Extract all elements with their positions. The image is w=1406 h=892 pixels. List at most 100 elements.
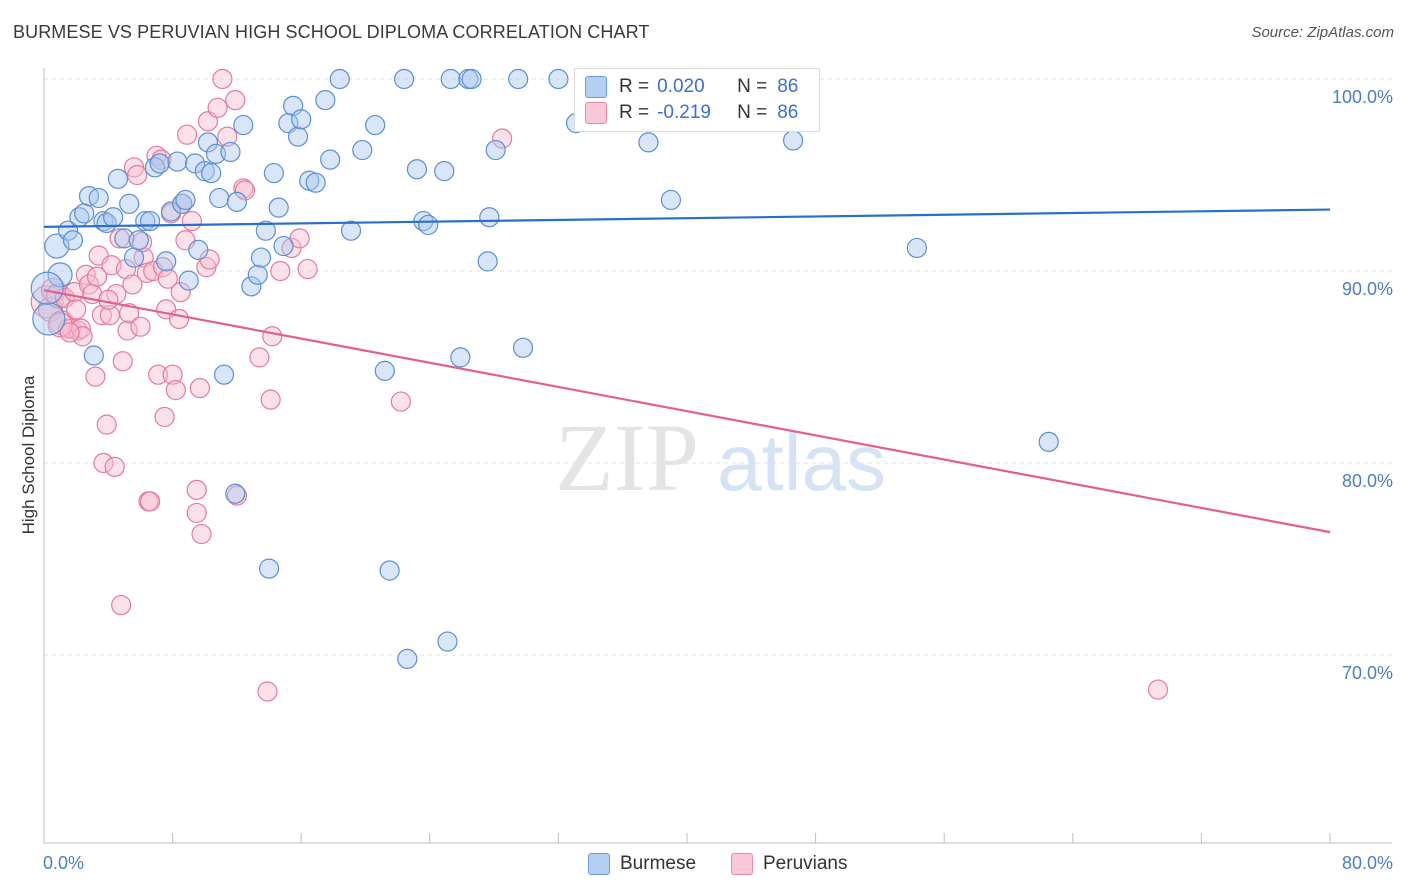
burmese-point: [30, 271, 64, 305]
peruvians-point: [234, 180, 256, 201]
burmese-point: [160, 201, 182, 222]
peruvians-point: [112, 351, 133, 372]
burmese-point: [365, 114, 386, 136]
legend-row-peruvians: R = -0.219 N = 86: [585, 100, 798, 126]
burmese-point: [273, 235, 294, 257]
burmese-point: [440, 68, 461, 90]
burmese-point: [197, 132, 219, 153]
burmese-point: [287, 126, 309, 147]
peruvians-point: [170, 282, 191, 303]
peruvians-point: [492, 128, 513, 149]
burmese-point: [175, 189, 196, 211]
peruvians-point: [127, 164, 148, 186]
burmese-point: [220, 141, 241, 163]
burmese-point: [156, 251, 177, 272]
burmese-point: [508, 68, 529, 90]
legend-r-label: R =: [619, 76, 650, 97]
peruvians-point: [186, 502, 207, 524]
peruvians-point: [162, 364, 183, 385]
legend-n-value: 86: [777, 102, 799, 123]
burmese-point: [213, 364, 235, 385]
burmese-point: [225, 483, 246, 504]
chart-title: BURMESE VS PERUVIAN HIGH SCHOOL DIPLOMA …: [13, 22, 650, 42]
burmese-point: [103, 207, 124, 228]
burmese-point: [352, 139, 373, 161]
peruvians-point: [122, 274, 143, 295]
burmese-point: [233, 114, 254, 136]
burmese-point: [47, 262, 73, 288]
burmese-point: [660, 189, 682, 211]
burmese-point: [128, 230, 149, 251]
legend-r-value: 0.020: [657, 76, 705, 97]
y-tick-label-1: 80.0%: [1342, 471, 1393, 491]
peruvians-point: [165, 379, 186, 401]
bottom-legend-peruvians: Peruvians: [731, 852, 848, 876]
y-tick-label-3: 100.0%: [1332, 87, 1393, 107]
burmese-point: [479, 207, 500, 228]
burmese-point: [241, 276, 262, 297]
burmese-point: [209, 187, 230, 209]
watermark-zip: ZIP: [555, 404, 699, 511]
peruvians-point: [115, 258, 137, 280]
burmese-point: [320, 149, 341, 170]
burmese-point: [258, 558, 280, 579]
burmese-point: [83, 345, 104, 366]
peruvians-point: [176, 124, 198, 145]
peruvians-point: [130, 316, 151, 337]
trend-lines: [43, 208, 1331, 534]
axes: [43, 68, 1392, 844]
burmese-point: [139, 210, 161, 232]
peruvians-point: [157, 268, 178, 289]
bottom-legend-label: Peruvians: [763, 853, 848, 874]
burmese-point: [255, 220, 276, 241]
peruvians-point: [189, 378, 211, 399]
peruvians-point: [154, 406, 175, 428]
peruvians-point: [260, 389, 281, 410]
peruvians-point: [96, 414, 117, 435]
peruvians-point: [270, 260, 291, 282]
legend-swatch-peruvians: [585, 102, 607, 124]
burmese-point: [437, 631, 458, 652]
burmese-point: [638, 132, 659, 153]
watermark-atlas: atlas: [717, 418, 886, 507]
burmese-point: [340, 220, 362, 241]
burmese-point: [268, 197, 289, 218]
peruvians-point: [191, 523, 212, 545]
bottom-legend-burmese: Burmese: [588, 852, 696, 876]
burmese-point: [906, 237, 927, 259]
peruvians-point: [148, 364, 169, 385]
peruvians-point: [86, 266, 108, 287]
source-label: Source: ZipAtlas.com: [1251, 24, 1394, 41]
burmese-point: [247, 264, 268, 285]
grid-lines: [44, 78, 1392, 656]
burmese-point: [123, 247, 145, 268]
legend-n-value: 86: [777, 76, 799, 97]
burmese-point: [434, 161, 455, 182]
burmese-point: [226, 191, 247, 212]
peruvians-point: [297, 258, 318, 280]
peruvians-point: [93, 452, 114, 474]
burmese-point: [114, 228, 135, 249]
peruvians-point: [152, 257, 174, 278]
burmese-point: [782, 130, 804, 151]
peruvians-point: [66, 299, 87, 320]
burmese-point: [167, 151, 188, 172]
burmese-point: [393, 68, 415, 90]
y-tick-label-2: 90.0%: [1342, 279, 1393, 299]
burmese-point: [178, 270, 199, 291]
peruvians-point: [262, 326, 283, 347]
burmese-point: [291, 109, 312, 130]
burmese-point: [329, 68, 350, 90]
peruvians-point: [47, 312, 73, 338]
peruvians-point: [168, 308, 190, 330]
burmese-point: [397, 648, 418, 669]
burmese-point: [1038, 431, 1059, 452]
burmese-point: [450, 347, 471, 368]
bottom-swatch-burmese: [588, 853, 610, 875]
peruvians-point: [139, 491, 161, 512]
peruvians-point: [207, 97, 228, 118]
peruvians-point: [212, 68, 233, 90]
peruvians-point: [1147, 679, 1169, 700]
peruvians-point: [59, 322, 80, 343]
legend-n-label: N =: [737, 102, 768, 123]
